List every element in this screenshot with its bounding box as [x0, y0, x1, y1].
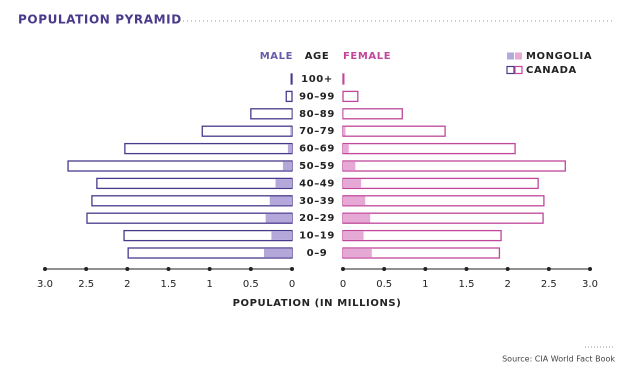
bar — [343, 248, 372, 258]
age-label: 70–79 — [299, 126, 335, 137]
bar — [271, 231, 292, 240]
x-tick-label: 0 — [289, 279, 295, 290]
legend-label: CANADA — [526, 65, 577, 76]
x-tick-label: 1 — [206, 279, 212, 290]
legend-swatch — [507, 52, 514, 60]
bar — [342, 108, 403, 120]
age-label: 40–49 — [299, 178, 335, 189]
bar — [342, 177, 539, 190]
bar — [282, 161, 292, 171]
bar — [67, 160, 293, 172]
age-label: 100+ — [301, 74, 333, 85]
x-tick-label: 0.5 — [243, 279, 259, 290]
x-tick-label: 2.5 — [541, 279, 557, 290]
tick-mark — [290, 267, 294, 271]
bar — [342, 195, 545, 207]
bar — [264, 248, 292, 258]
x-tick-label: 1.5 — [161, 279, 177, 290]
bar — [290, 73, 293, 85]
bar — [343, 126, 346, 136]
bar — [269, 196, 292, 206]
female-header: FEMALE — [343, 51, 391, 62]
x-tick-label: 3.0 — [582, 279, 598, 290]
tick-mark — [341, 267, 345, 271]
x-tick-label: 1.5 — [459, 279, 475, 290]
age-label: 50–59 — [299, 161, 335, 172]
age-label: 80–89 — [299, 109, 335, 120]
bar — [91, 195, 293, 207]
x-tick-label: 1 — [422, 279, 428, 290]
x-tick-label: 2 — [504, 279, 510, 290]
tick-mark — [166, 267, 171, 271]
bar — [343, 231, 364, 240]
tick-mark — [248, 267, 253, 271]
legend-swatch — [515, 52, 522, 60]
bar — [285, 90, 293, 103]
tick-mark — [546, 267, 551, 271]
age-label: 20–29 — [299, 213, 335, 224]
tick-mark — [207, 267, 212, 271]
bar — [342, 73, 345, 85]
bar — [342, 125, 446, 137]
bar — [123, 229, 293, 242]
x-axis-title: POPULATION (IN MILLIONS) — [233, 298, 402, 309]
x-tick-label: 0.5 — [376, 279, 392, 290]
x-tick-label: 0 — [340, 279, 346, 290]
x-tick-label: 2 — [124, 279, 130, 290]
bar — [343, 179, 362, 188]
bar — [124, 142, 293, 155]
bar — [343, 109, 344, 119]
age-label: 90–99 — [299, 91, 335, 102]
age-header: AGE — [305, 51, 330, 62]
bar — [343, 213, 371, 223]
tick-mark — [464, 267, 469, 271]
bar — [86, 212, 293, 224]
x-tick-label: 3.0 — [37, 279, 53, 290]
age-label: 10–19 — [299, 231, 335, 242]
bar — [291, 109, 292, 119]
bar — [250, 108, 293, 120]
tick-mark — [505, 267, 510, 271]
source: Source: CIA World Fact Book — [502, 355, 615, 364]
legend-label: MONGOLIA — [526, 51, 592, 62]
bar — [342, 212, 544, 224]
bar — [275, 179, 292, 188]
bar — [343, 161, 356, 171]
bar — [201, 125, 293, 137]
bar — [96, 177, 293, 190]
bar — [343, 196, 366, 206]
bar — [342, 90, 359, 103]
tick-mark — [382, 267, 387, 271]
legend-swatch — [514, 65, 523, 75]
tick-mark — [84, 267, 89, 271]
x-tick-label: 2.5 — [78, 279, 94, 290]
bar — [343, 144, 349, 153]
bar — [290, 126, 292, 136]
age-label: 60–69 — [299, 144, 335, 155]
legend-swatch — [506, 65, 515, 75]
age-label: 0–9 — [307, 248, 328, 259]
bar — [342, 160, 566, 172]
bar — [265, 213, 292, 223]
chart-title: POPULATION PYRAMID — [18, 13, 182, 27]
age-label: 30–39 — [299, 196, 335, 207]
tick-mark — [588, 267, 592, 271]
bar — [287, 144, 292, 153]
tick-mark — [423, 267, 428, 271]
bar — [342, 142, 516, 155]
tick-mark — [43, 267, 47, 271]
male-header: MALE — [260, 51, 293, 62]
tick-mark — [125, 267, 130, 271]
bar — [342, 229, 502, 242]
